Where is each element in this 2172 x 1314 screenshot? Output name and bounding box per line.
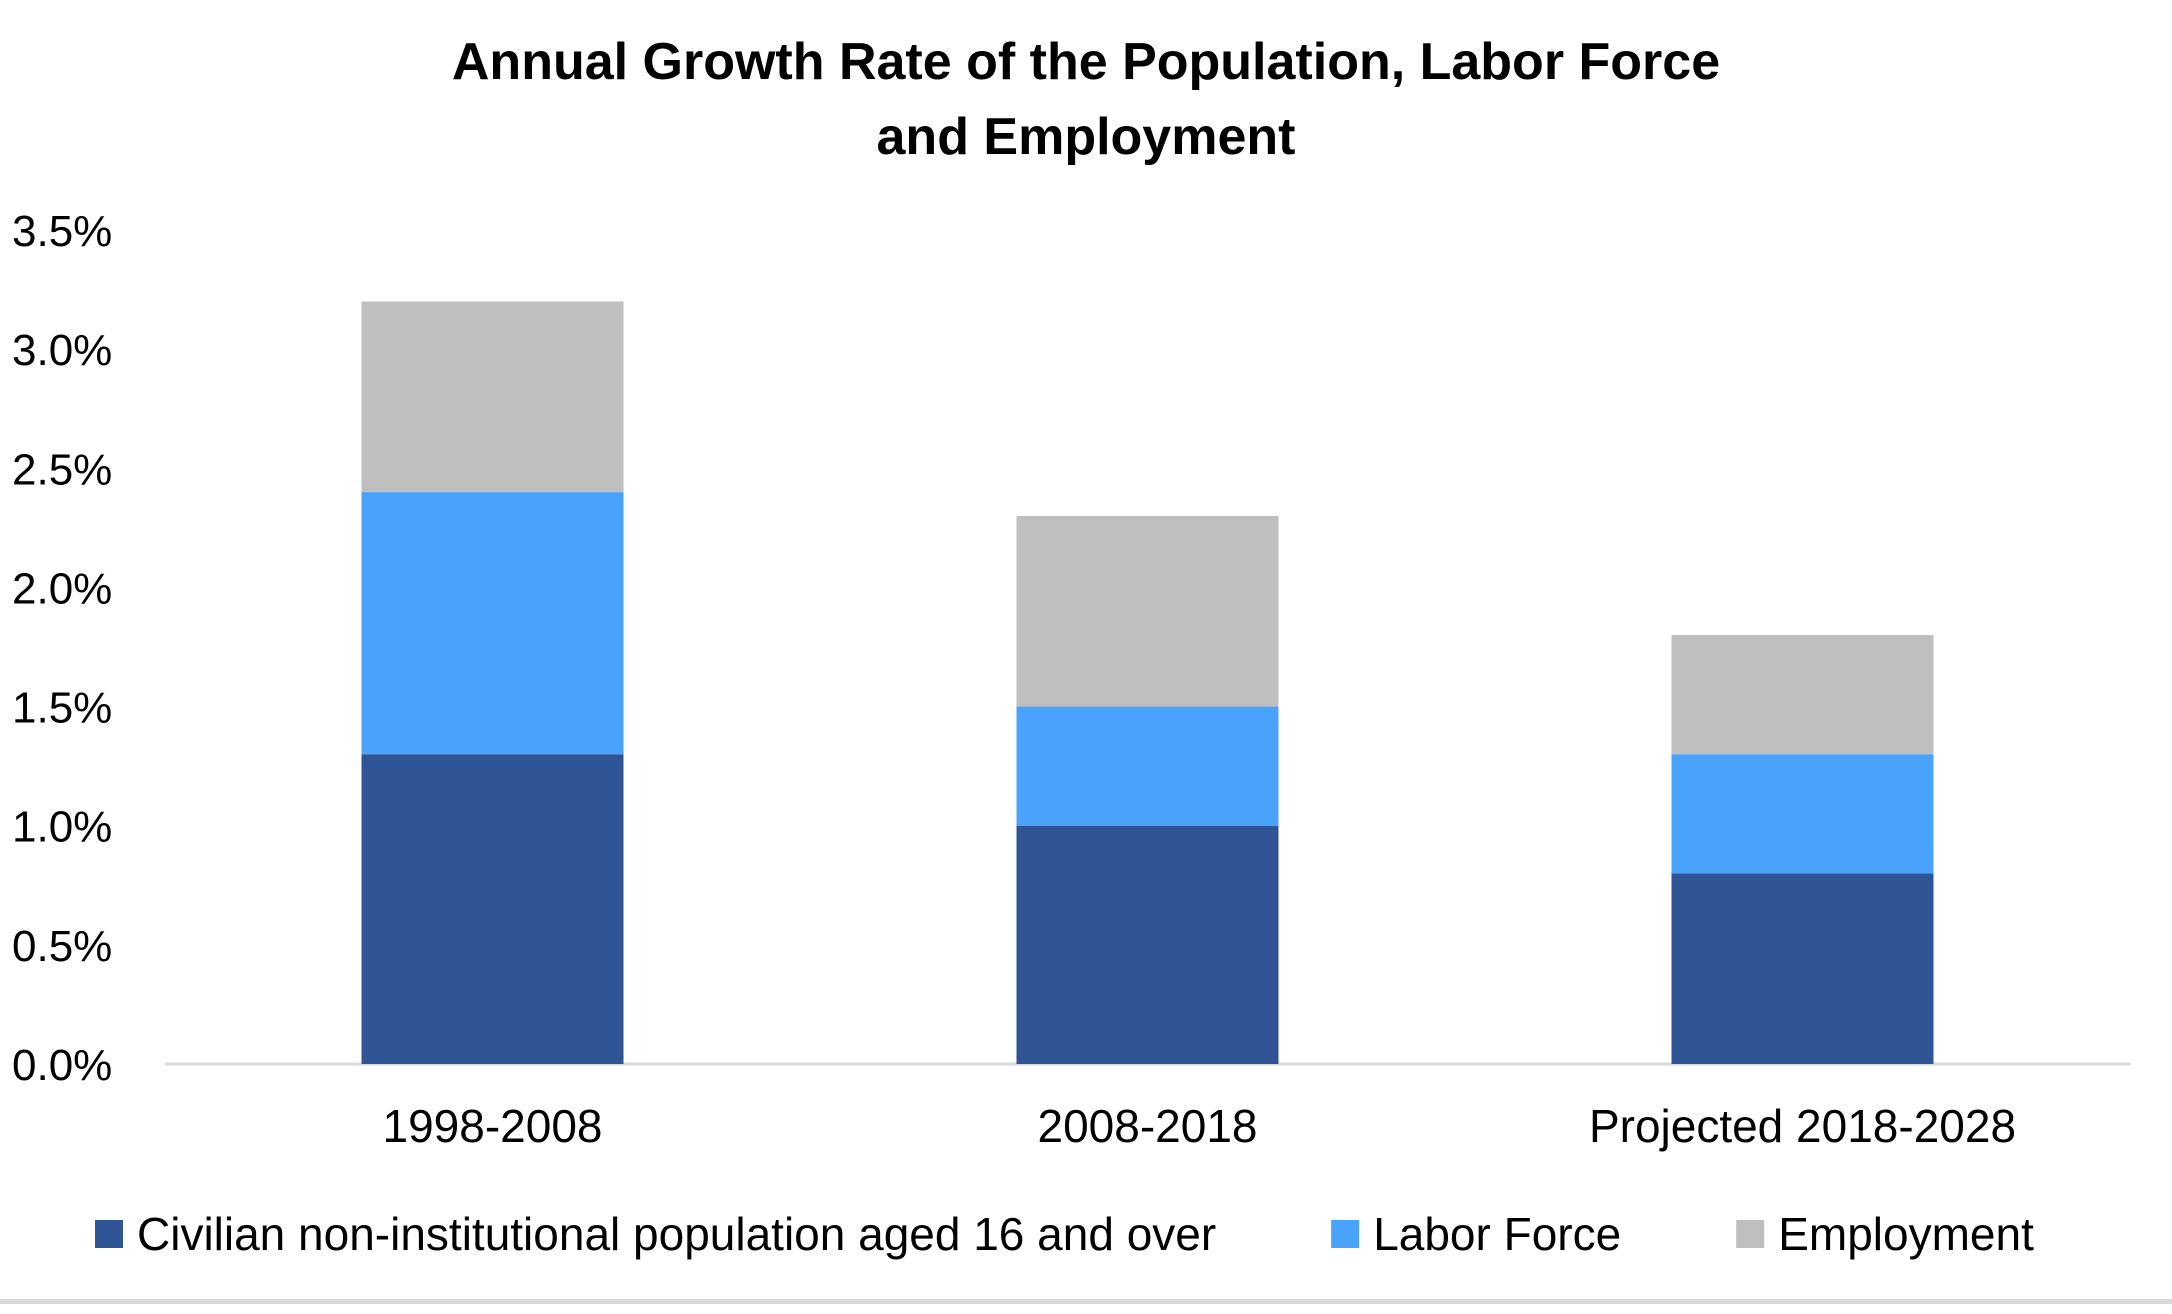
bar-segment (1016, 515, 1279, 707)
bar-segment (1671, 635, 1934, 755)
bottom-divider (0, 1299, 2172, 1304)
bar-segment (361, 492, 624, 755)
chart-title-line-1: Annual Growth Rate of the Population, La… (451, 33, 1721, 91)
y-tick-label: 2.0% (12, 564, 112, 613)
bar-segment (361, 301, 624, 493)
chart-title-line-2: and Employment (876, 108, 1296, 166)
y-tick-label: 3.5% (12, 207, 112, 256)
legend-swatch (1736, 1220, 1765, 1248)
y-tick-label: 3.0% (12, 326, 112, 375)
legend-swatch (1331, 1220, 1360, 1248)
y-tick-label: 1.0% (12, 803, 112, 852)
bar-segment (1671, 754, 1934, 874)
y-tick-label: 2.5% (12, 445, 112, 494)
x-tick-label: 2008-2018 (1038, 1100, 1258, 1152)
x-tick-label: Projected 2018-2028 (1589, 1100, 2016, 1152)
legend-label: Civilian non-institutional population ag… (137, 1208, 1216, 1260)
bar-segment (1016, 706, 1279, 826)
x-tick-label: 1998-2008 (383, 1100, 603, 1152)
legend-label: Labor Force (1373, 1208, 1621, 1260)
y-tick-label: 0.0% (12, 1041, 112, 1090)
legend-label: Employment (1778, 1208, 2034, 1260)
bar-segment (361, 754, 624, 1064)
bar-segment (1016, 825, 1279, 1064)
bar-segment (1671, 873, 1934, 1064)
y-tick-label: 1.5% (12, 684, 112, 733)
legend-swatch (95, 1220, 123, 1248)
y-tick-label: 0.5% (12, 922, 112, 971)
